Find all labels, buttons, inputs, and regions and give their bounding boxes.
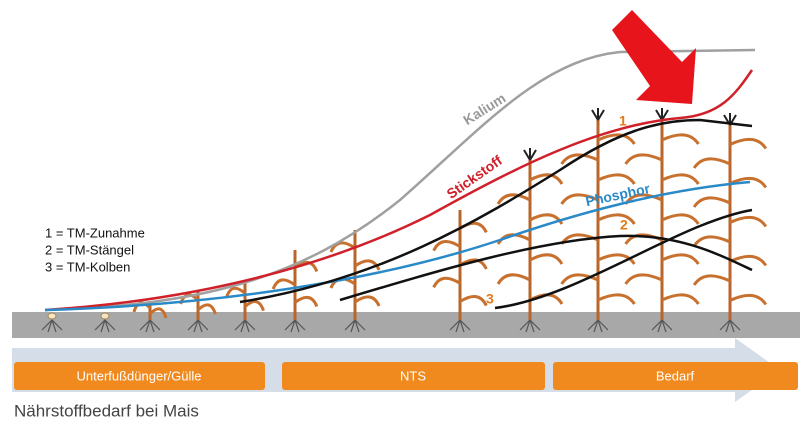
plant-tassel <box>592 108 604 120</box>
diagram-canvas: Kalium Stickstoff Phosphor 1 2 3 1 = TM-… <box>0 0 800 428</box>
caption: Nährstoffbedarf bei Mais <box>14 401 199 420</box>
plant-leaf <box>295 297 317 306</box>
plant-leaf <box>662 295 698 304</box>
plant-leaf <box>626 275 662 284</box>
seed <box>48 313 56 319</box>
curve-number: 2 <box>620 217 628 233</box>
plant-leaf <box>355 297 379 306</box>
curve-number: 1 <box>619 113 627 129</box>
plant-leaf <box>245 302 263 311</box>
plant-leaf <box>626 155 662 164</box>
plant-leaf <box>598 295 634 304</box>
plant-leaf <box>662 255 698 264</box>
plant-leaf <box>662 135 698 144</box>
diagram: Kalium Stickstoff Phosphor 1 2 3 1 = TM-… <box>0 0 800 428</box>
plant-leaf <box>598 215 634 224</box>
plant-tassel <box>656 108 668 120</box>
plant-leaf <box>730 139 766 148</box>
plant-leaf <box>460 297 486 306</box>
legend-entry: 1 = TM-Zunahme <box>45 225 145 240</box>
plant-leaf <box>498 275 530 284</box>
phase-label: Unterfußdünger/Gülle <box>76 368 201 383</box>
phase-label: NTS <box>400 368 426 383</box>
plant-leaf <box>694 237 730 246</box>
stickstoff-label: Stickstoff <box>444 152 506 202</box>
plant-leaf <box>662 175 698 184</box>
plant-leaf <box>530 255 562 264</box>
highlight-arrow <box>612 10 696 104</box>
plant-leaf <box>694 159 730 168</box>
plant-leaf <box>730 295 766 304</box>
plant-leaf <box>530 215 562 224</box>
plant-leaf <box>662 215 698 224</box>
curve-number: 3 <box>486 291 494 307</box>
plant-leaf <box>434 242 460 251</box>
plant-leaf <box>694 198 730 207</box>
plant-leaf <box>598 175 634 184</box>
plant-leaf <box>694 276 730 285</box>
plant-leaf <box>730 217 766 226</box>
legend-entry: 3 = TM-Kolben <box>45 259 130 274</box>
curve-1 <box>240 120 752 302</box>
plant-leaf <box>460 223 486 232</box>
phase-label: Bedarf <box>656 368 695 383</box>
legend-entry: 2 = TM-Stängel <box>45 242 134 257</box>
seed <box>101 313 109 319</box>
ground <box>12 312 800 338</box>
plant-leaf <box>434 278 460 287</box>
plant-tassel <box>524 148 536 160</box>
